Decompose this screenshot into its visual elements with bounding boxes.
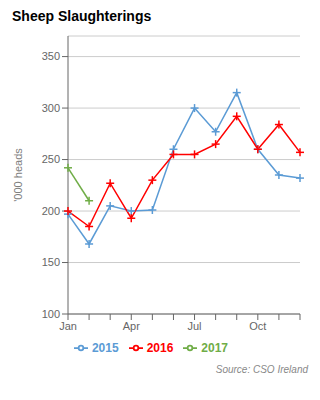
html-text:Sheep Slaughterings: Sheep Slaughterings: [12, 8, 152, 24]
html-text:Source: CSO Ireland: Source: CSO Ireland: [215, 364, 308, 375]
svg-text:150: 150: [42, 256, 60, 268]
svg-text:Oct: Oct: [249, 320, 266, 332]
html-text:2017: 2017: [201, 341, 228, 355]
svg-text:Jul: Jul: [188, 320, 202, 332]
svg-text:250: 250: [42, 153, 60, 165]
svg-text:200: 200: [42, 205, 60, 217]
svg-text:350: 350: [42, 50, 60, 62]
html-text:2016: 2016: [146, 341, 174, 355]
html-text:2015: 2015: [91, 341, 119, 355]
svg-text:100: 100: [42, 308, 60, 320]
svg-text:Jan: Jan: [59, 320, 77, 332]
svg-text:'000 heads: '000 heads: [12, 148, 24, 202]
svg-text:Apr: Apr: [123, 320, 140, 332]
svg-text:300: 300: [42, 102, 60, 114]
